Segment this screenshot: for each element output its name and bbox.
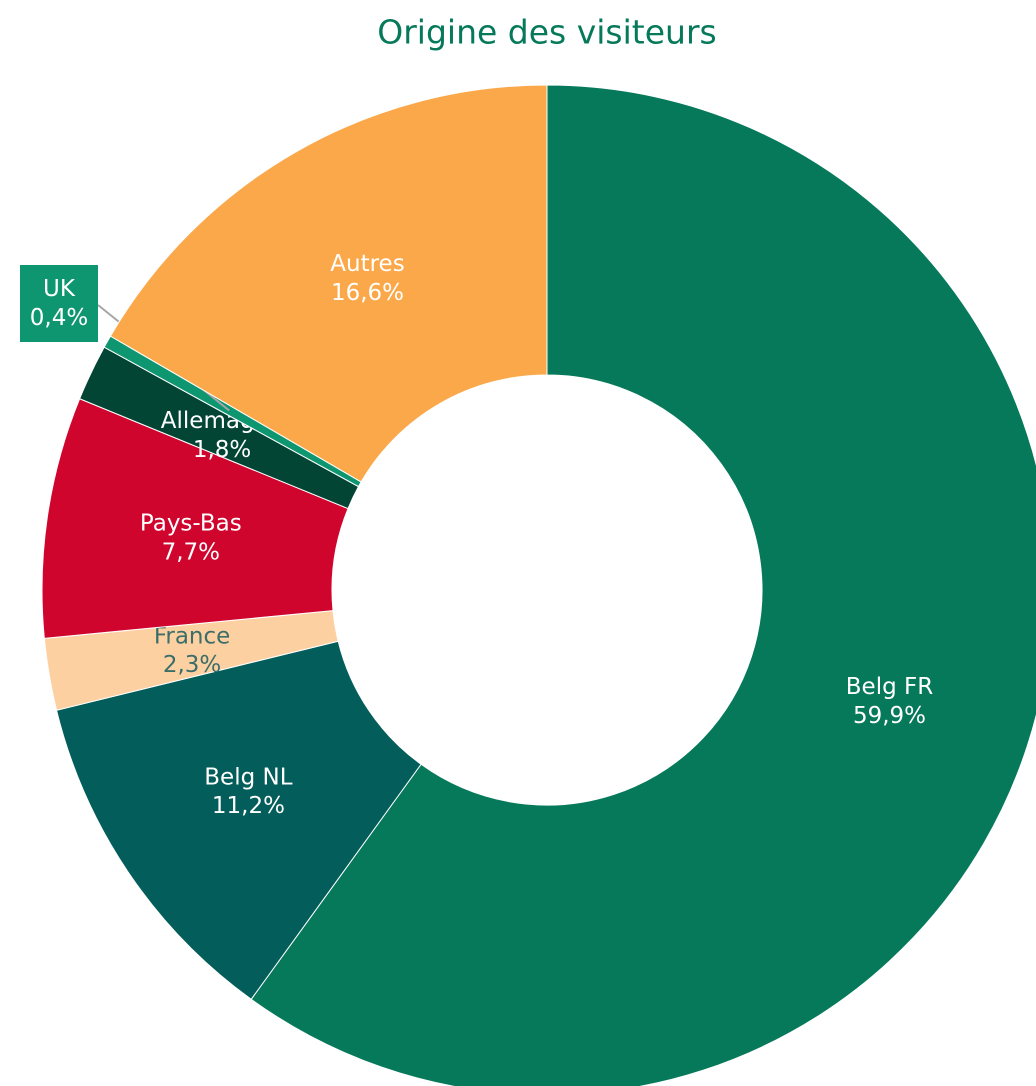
slice-value: 59,9% xyxy=(853,702,926,728)
slice-value: 1,8% xyxy=(193,436,251,462)
slice-name: UK xyxy=(43,276,76,302)
slice-name: Belg NL xyxy=(204,764,292,790)
donut-slice xyxy=(41,398,349,639)
slice-name: Pays-Bas xyxy=(140,510,242,536)
donut-slice xyxy=(250,84,1036,1086)
label-box xyxy=(20,265,98,342)
slice-value: 16,6% xyxy=(331,279,404,305)
slice-name: Belg FR xyxy=(846,674,933,700)
slice-name: France xyxy=(154,623,230,649)
slice-label: France 2,3% xyxy=(154,623,230,678)
slice-value: 11,2% xyxy=(212,793,285,819)
donut-slice xyxy=(109,84,548,483)
slice-label: Autres 16,6% xyxy=(330,251,404,306)
slice-value: 2,3% xyxy=(163,652,221,678)
slice-name: Autres xyxy=(330,251,404,277)
slice-label: UK 0,4% xyxy=(30,276,88,331)
slice-label: Belg NL 11,2% xyxy=(204,764,292,819)
slice-value: 7,7% xyxy=(162,539,220,565)
slice-label: Pays-Bas 7,7% xyxy=(140,510,242,565)
donut-slice xyxy=(55,640,422,1000)
slice-label: Belg FR 59,9% xyxy=(846,674,933,729)
chart-title: Origine des visiteurs xyxy=(377,13,716,52)
slice-value: 0,4% xyxy=(30,304,88,330)
